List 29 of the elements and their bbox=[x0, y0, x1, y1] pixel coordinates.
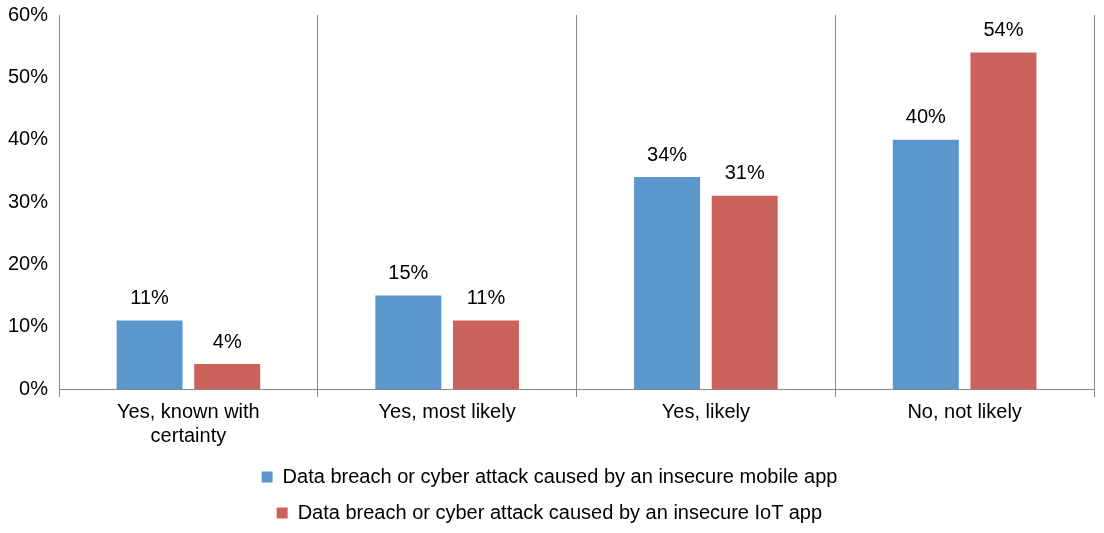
bar bbox=[634, 177, 701, 389]
data-label: 34% bbox=[647, 142, 688, 165]
legend-label: Data breach or cyber attack caused by an insecure IoT app bbox=[297, 500, 823, 523]
x-tick-label: Yes, likely bbox=[661, 399, 750, 422]
y-tick-label: 60% bbox=[8, 2, 49, 25]
bar bbox=[970, 52, 1037, 389]
data-label: 11% bbox=[130, 285, 170, 308]
data-label: 4% bbox=[212, 329, 242, 352]
bar bbox=[375, 295, 442, 389]
data-label: 11% bbox=[466, 285, 506, 308]
data-label: 54% bbox=[983, 17, 1024, 40]
y-tick-label: 40% bbox=[8, 127, 49, 150]
x-tick-label: Yes, known with certainty bbox=[117, 399, 260, 446]
bar bbox=[892, 139, 959, 389]
data-label: 31% bbox=[724, 161, 765, 184]
data-label: 40% bbox=[905, 105, 947, 128]
bar bbox=[194, 364, 261, 389]
y-tick-label: 10% bbox=[8, 314, 49, 337]
data-label: 15% bbox=[388, 261, 429, 284]
bar bbox=[711, 195, 778, 389]
y-tick-label: 20% bbox=[8, 251, 49, 274]
bar bbox=[116, 320, 183, 389]
x-tick-label: No, not likely bbox=[907, 399, 1022, 422]
legend-label: Data breach or cyber attack caused by an insecure mobile app bbox=[282, 464, 838, 487]
y-tick-label: 30% bbox=[8, 189, 49, 212]
y-tick-label: 0% bbox=[19, 376, 49, 399]
x-tick-label: Yes, most likely bbox=[378, 399, 516, 422]
bar bbox=[452, 320, 519, 389]
y-tick-label: 50% bbox=[8, 64, 49, 87]
